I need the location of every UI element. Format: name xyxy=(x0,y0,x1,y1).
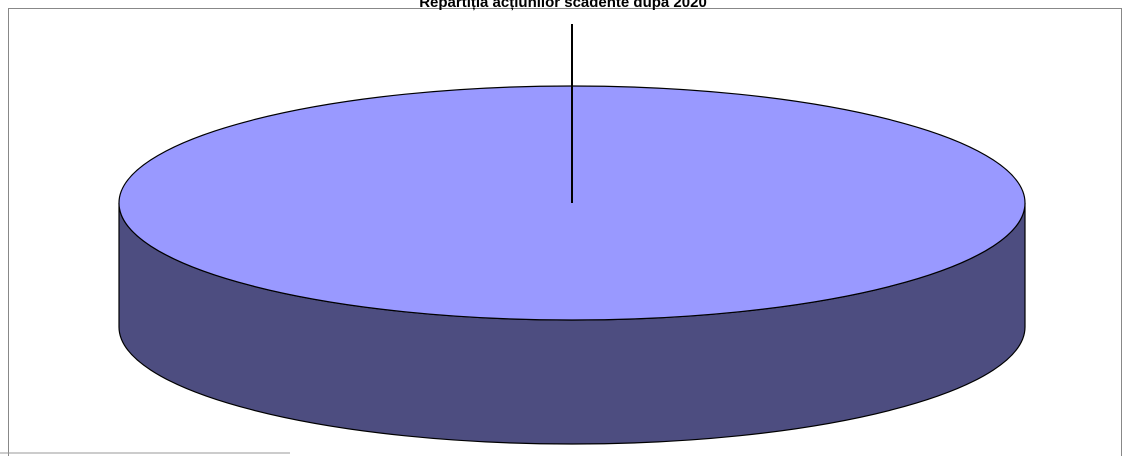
chart-title: Repartiția acțiunilor scadente după 2020 xyxy=(419,0,707,11)
